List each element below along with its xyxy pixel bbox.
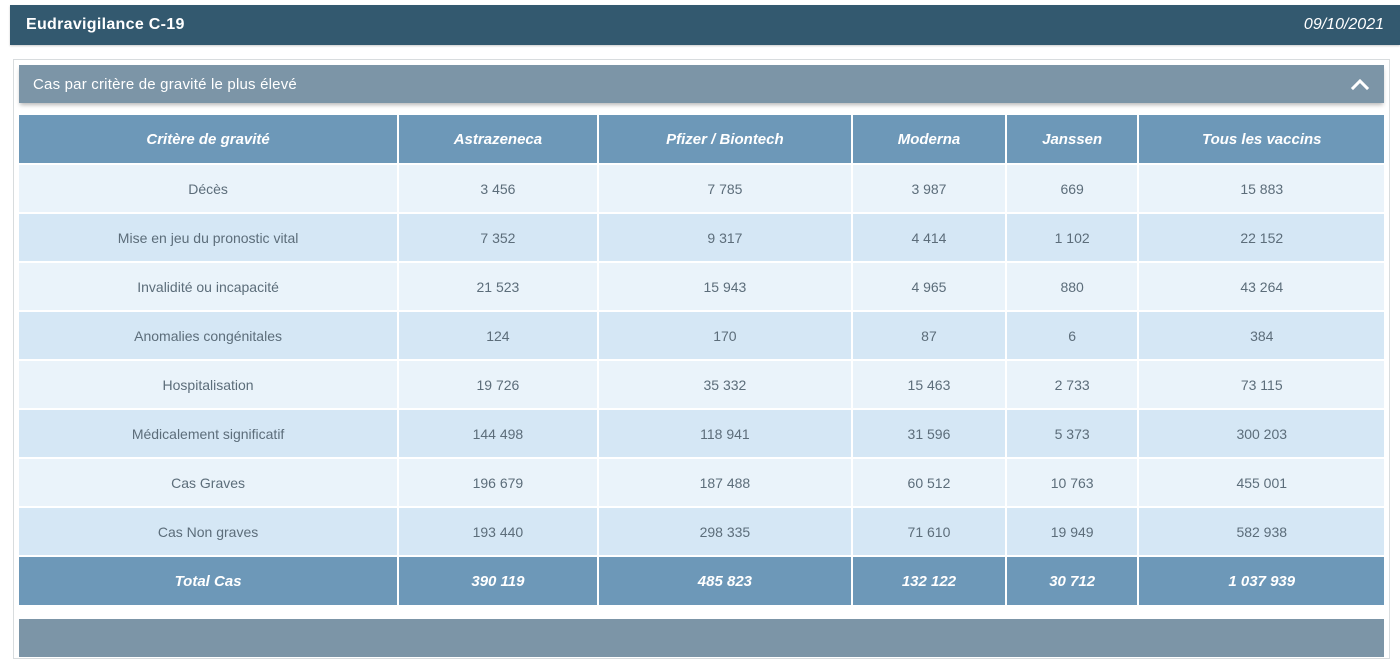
cell: 73 115 xyxy=(1139,361,1384,410)
column-header-astrazeneca: Astrazeneca xyxy=(399,115,599,165)
table-row: Mise en jeu du pronostic vital 7 352 9 3… xyxy=(19,214,1384,263)
row-label: Anomalies congénitales xyxy=(19,312,400,361)
cell: 582 938 xyxy=(1139,508,1384,557)
cell: 19 726 xyxy=(399,361,599,410)
cell: 4 965 xyxy=(853,263,1007,312)
app-header: Eudravigilance C-19 09/10/2021 xyxy=(10,5,1400,45)
table-row: Décès 3 456 7 785 3 987 669 15 883 xyxy=(19,165,1384,214)
table-header-row: Critère de gravité Astrazeneca Pfizer / … xyxy=(19,115,1384,165)
total-cell: 30 712 xyxy=(1006,557,1140,607)
cell: 3 987 xyxy=(853,165,1007,214)
cell: 21 523 xyxy=(399,263,599,312)
cell: 10 763 xyxy=(1006,459,1140,508)
column-header-moderna: Moderna xyxy=(853,115,1007,165)
cell: 4 414 xyxy=(853,214,1007,263)
row-label: Décès xyxy=(19,165,400,214)
cell: 880 xyxy=(1006,263,1140,312)
cell: 31 596 xyxy=(853,410,1007,459)
row-label: Invalidité ou incapacité xyxy=(19,263,400,312)
cell: 118 941 xyxy=(598,410,854,459)
cell: 384 xyxy=(1139,312,1384,361)
row-label: Hospitalisation xyxy=(19,361,400,410)
cell: 19 949 xyxy=(1006,508,1140,557)
cell: 124 xyxy=(399,312,599,361)
column-header-pfizer: Pfizer / Biontech xyxy=(598,115,854,165)
section-header-cas-par-critere[interactable]: Cas par critère de gravité le plus élevé xyxy=(19,65,1384,103)
cell: 7 785 xyxy=(598,165,854,214)
table-row: Hospitalisation 19 726 35 332 15 463 2 7… xyxy=(19,361,1384,410)
severity-table: Critère de gravité Astrazeneca Pfizer / … xyxy=(19,115,1384,607)
cell: 6 xyxy=(1006,312,1140,361)
cell: 15 883 xyxy=(1139,165,1384,214)
cell: 170 xyxy=(598,312,854,361)
column-header-critere: Critère de gravité xyxy=(19,115,400,165)
cell: 187 488 xyxy=(598,459,854,508)
table-total-row: Total Cas 390 119 485 823 132 122 30 712… xyxy=(19,557,1384,607)
table-row: Cas Graves 196 679 187 488 60 512 10 763… xyxy=(19,459,1384,508)
cell: 87 xyxy=(853,312,1007,361)
total-label: Total Cas xyxy=(19,557,400,607)
cell: 9 317 xyxy=(598,214,854,263)
table-row: Médicalement significatif 144 498 118 94… xyxy=(19,410,1384,459)
cell: 196 679 xyxy=(399,459,599,508)
cell: 15 463 xyxy=(853,361,1007,410)
report-date: 09/10/2021 xyxy=(1303,16,1384,33)
column-header-tous-vaccins: Tous les vaccins xyxy=(1139,115,1384,165)
total-cell: 390 119 xyxy=(399,557,599,607)
table-row: Cas Non graves 193 440 298 335 71 610 19… xyxy=(19,508,1384,557)
cell: 60 512 xyxy=(853,459,1007,508)
table-row: Anomalies congénitales 124 170 87 6 384 xyxy=(19,312,1384,361)
cell: 669 xyxy=(1006,165,1140,214)
cell: 3 456 xyxy=(399,165,599,214)
chevron-up-icon[interactable] xyxy=(1350,77,1370,91)
dashboard-panel: Cas par critère de gravité le plus élevé… xyxy=(13,59,1390,659)
total-cell: 1 037 939 xyxy=(1139,557,1384,607)
cell: 71 610 xyxy=(853,508,1007,557)
total-cell: 485 823 xyxy=(598,557,854,607)
cell: 298 335 xyxy=(598,508,854,557)
cell: 7 352 xyxy=(399,214,599,263)
row-label: Mise en jeu du pronostic vital xyxy=(19,214,400,263)
cell: 43 264 xyxy=(1139,263,1384,312)
cell: 2 733 xyxy=(1006,361,1140,410)
cell: 455 001 xyxy=(1139,459,1384,508)
cell: 22 152 xyxy=(1139,214,1384,263)
section-title: Cas par critère de gravité le plus élevé xyxy=(33,75,297,93)
column-header-janssen: Janssen xyxy=(1006,115,1140,165)
cell: 193 440 xyxy=(399,508,599,557)
cell: 1 102 xyxy=(1006,214,1140,263)
cell: 35 332 xyxy=(598,361,854,410)
table-row: Invalidité ou incapacité 21 523 15 943 4… xyxy=(19,263,1384,312)
cell: 15 943 xyxy=(598,263,854,312)
total-cell: 132 122 xyxy=(853,557,1007,607)
section-header-next-collapsed[interactable] xyxy=(19,619,1384,657)
cell: 144 498 xyxy=(399,410,599,459)
app-title: Eudravigilance C-19 xyxy=(26,16,185,33)
cell: 300 203 xyxy=(1139,410,1384,459)
row-label: Cas Non graves xyxy=(19,508,400,557)
row-label: Médicalement significatif xyxy=(19,410,400,459)
row-label: Cas Graves xyxy=(19,459,400,508)
cell: 5 373 xyxy=(1006,410,1140,459)
